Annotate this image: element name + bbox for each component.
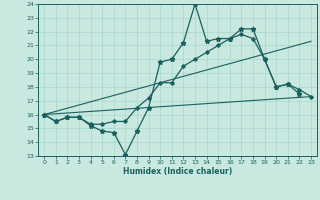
X-axis label: Humidex (Indice chaleur): Humidex (Indice chaleur) bbox=[123, 167, 232, 176]
